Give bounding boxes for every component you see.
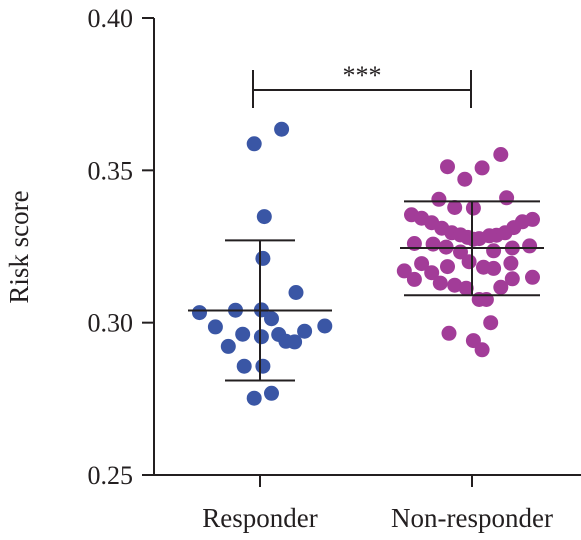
data-point [465, 231, 481, 247]
data-point [406, 271, 422, 287]
axes [153, 18, 581, 476]
y-tick-label: 0.25 [88, 461, 134, 490]
data-point [432, 275, 448, 291]
y-tick-label: 0.30 [88, 309, 134, 338]
data-point [264, 311, 279, 327]
data-point [256, 209, 272, 225]
x-category-label: Non-responder [391, 503, 553, 533]
data-point [207, 319, 223, 335]
data-point [458, 280, 474, 296]
data-point [503, 255, 519, 271]
data-point [287, 334, 303, 350]
data-point [522, 238, 538, 254]
data-point [264, 385, 279, 401]
data-point [274, 121, 290, 137]
data-point [236, 358, 252, 374]
data-point [297, 323, 313, 339]
data-point [441, 325, 457, 341]
x-ticks: Responder Non-responder [202, 475, 553, 533]
data-point [440, 159, 455, 175]
data-point [486, 260, 502, 276]
data-point [461, 254, 477, 270]
data-point [440, 259, 455, 275]
data-point [255, 250, 271, 266]
y-ticks: 0.25 0.30 0.35 0.40 [88, 4, 154, 490]
data-point [493, 147, 509, 162]
data-point [192, 305, 207, 321]
significance-bracket: *** [252, 61, 472, 108]
data-point [525, 269, 540, 285]
data-point [474, 160, 490, 176]
data-point [499, 190, 515, 206]
data-point [483, 315, 499, 331]
error-bars [188, 200, 544, 382]
x-category-label: Responder [202, 503, 317, 533]
data-point [447, 277, 463, 293]
significance-label: *** [343, 61, 382, 90]
data-point [235, 326, 251, 342]
data-point [486, 243, 502, 259]
data-points [192, 121, 540, 406]
y-tick-label: 0.35 [88, 156, 134, 185]
data-point [396, 263, 412, 279]
data-point [255, 358, 271, 374]
data-point [425, 236, 441, 252]
y-tick-label: 0.40 [88, 4, 134, 33]
data-point [504, 271, 520, 287]
data-point [220, 338, 236, 354]
data-point [474, 342, 490, 358]
data-point [457, 171, 473, 187]
data-point [424, 265, 440, 281]
data-point [414, 256, 430, 272]
y-axis-title: Risk score [4, 190, 34, 303]
data-point [253, 329, 269, 345]
data-point [447, 200, 463, 215]
data-point [493, 279, 509, 295]
data-point [246, 136, 262, 152]
data-point [431, 191, 447, 207]
data-point [465, 200, 481, 216]
data-point [288, 285, 304, 300]
data-point [246, 390, 262, 406]
data-point [317, 318, 333, 334]
